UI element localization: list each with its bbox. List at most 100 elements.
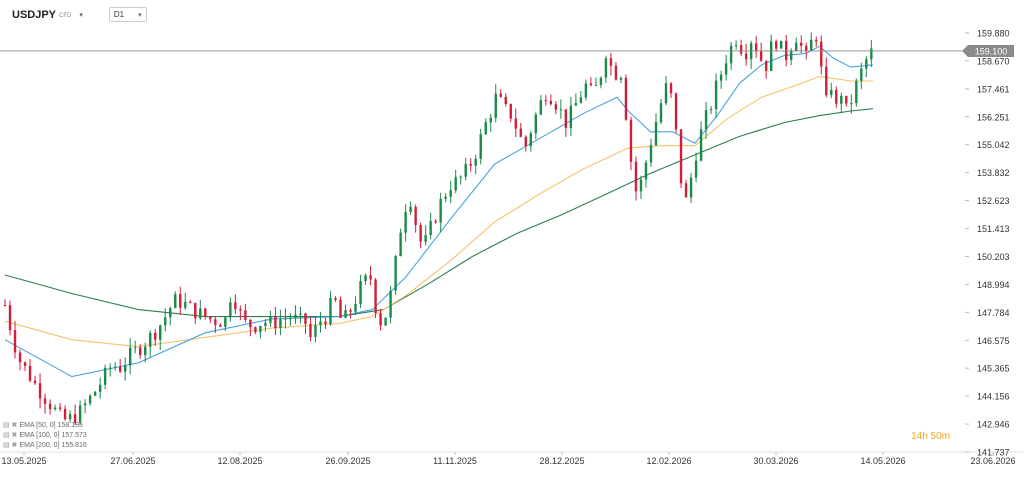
candle-body	[704, 110, 708, 130]
candle-body	[364, 275, 367, 282]
candle-body	[98, 384, 102, 392]
candle-body	[764, 60, 768, 71]
x-tick-label: 30.03.2026	[753, 456, 798, 466]
candle-body	[174, 294, 177, 308]
candles-layer	[3, 32, 873, 426]
candle-body	[549, 100, 553, 105]
candle-body	[244, 310, 247, 320]
ema-layer	[4, 45, 874, 378]
candle-body	[389, 290, 392, 318]
ema-100-line	[4, 75, 873, 348]
legend-settings-icon[interactable]: ▤ ✖	[3, 422, 18, 429]
candle-body	[855, 80, 858, 104]
candle-countdown: 14h 50m	[911, 431, 950, 442]
candle-body	[144, 346, 147, 356]
candle-body	[574, 102, 578, 106]
candle-body	[619, 77, 623, 80]
candle-body	[219, 324, 222, 327]
candle-body	[48, 403, 52, 410]
candle-body	[204, 308, 207, 317]
candle-body	[254, 327, 257, 333]
candle-body	[249, 319, 252, 328]
candle-body	[629, 119, 633, 162]
candle-body	[504, 96, 507, 104]
candle-body	[394, 256, 397, 291]
y-tick-label: 157.461	[977, 84, 1010, 94]
legend-ema100-label: EMA [100, 0] 157.573	[19, 432, 87, 439]
candle-body	[43, 398, 47, 404]
candle-body	[354, 303, 357, 312]
x-tick-label: 23.06.2026	[970, 456, 1015, 466]
candle-body	[159, 325, 162, 340]
candle-body	[309, 323, 312, 338]
candle-body	[304, 313, 307, 324]
candle-body	[840, 95, 843, 104]
candle-body	[169, 307, 172, 318]
candle-body	[654, 122, 658, 146]
y-tick-label: 150.203	[977, 252, 1010, 262]
candle-body	[724, 63, 728, 75]
candle-body	[464, 163, 467, 177]
candle-body	[769, 41, 773, 71]
candle-body	[149, 332, 152, 347]
candle-body	[699, 129, 703, 161]
candle-body	[224, 317, 227, 327]
legend-settings-icon[interactable]: ▤ ✖	[3, 442, 18, 449]
candle-body	[414, 206, 417, 226]
legend-row-ema100[interactable]: ▤ ✖ EMA [100, 0] 157.573	[3, 431, 87, 441]
candle-body	[639, 179, 643, 192]
candle-body	[805, 45, 808, 51]
candle-body	[123, 365, 127, 372]
x-tick-label: 14.05.2026	[860, 456, 905, 466]
candle-body	[714, 80, 718, 110]
y-tick-label: 147.784	[977, 308, 1010, 318]
candle-body	[324, 321, 327, 325]
timeframe-label: D1	[113, 10, 125, 19]
candle-body	[689, 177, 693, 198]
candle-body	[484, 122, 487, 135]
candle-body	[134, 347, 137, 349]
candle-body	[38, 383, 42, 399]
instrument-bar: USDJPY CFD ▾ D1 ▾	[12, 7, 147, 22]
candle-body	[579, 97, 583, 103]
candle-body	[374, 279, 377, 314]
legend-ema50-label: EMA [50, 0] 158.195	[19, 422, 83, 429]
candle-body	[604, 58, 608, 78]
candle-body	[93, 391, 97, 396]
candle-body	[139, 347, 142, 356]
candle-body	[184, 301, 187, 308]
candle-body	[820, 41, 823, 67]
candle-body	[795, 42, 798, 51]
legend-row-ema200[interactable]: ▤ ✖ EMA [200, 0] 155.816	[3, 441, 87, 451]
candle-body	[404, 211, 407, 233]
axis-layer: 159.880 158.670 157.461 156.251 155.042 153.8…	[0, 28, 1024, 466]
y-tick-label: 159.880	[977, 28, 1010, 38]
x-tick-label: 12.08.2025	[217, 456, 262, 466]
candle-body	[539, 100, 543, 115]
candle-body	[189, 301, 192, 303]
candle-body	[534, 114, 538, 134]
candle-body	[739, 45, 743, 54]
x-tick-label: 28.12.2025	[539, 456, 584, 466]
legend-settings-icon[interactable]: ▤ ✖	[3, 432, 18, 439]
candle-body	[564, 109, 568, 129]
candle-body	[209, 316, 212, 320]
candle-body	[23, 362, 27, 366]
candle-body	[825, 66, 828, 96]
timeframe-selector[interactable]: D1 ▾	[108, 7, 147, 22]
candle-body	[544, 100, 548, 102]
candle-body	[78, 405, 82, 423]
candle-body	[58, 407, 62, 409]
candle-body	[274, 316, 277, 329]
symbol-dropdown-icon[interactable]: ▾	[79, 11, 83, 19]
legend-row-ema50[interactable]: ▤ ✖ EMA [50, 0] 158.195	[3, 421, 87, 431]
y-tick-label: 144.156	[977, 392, 1010, 402]
candle-body	[424, 235, 427, 242]
candle-body	[3, 305, 7, 307]
candle-body	[759, 51, 763, 61]
y-tick-label: 152.623	[977, 196, 1010, 206]
candle-body	[229, 302, 232, 318]
symbol-label[interactable]: USDJPY	[12, 8, 57, 21]
